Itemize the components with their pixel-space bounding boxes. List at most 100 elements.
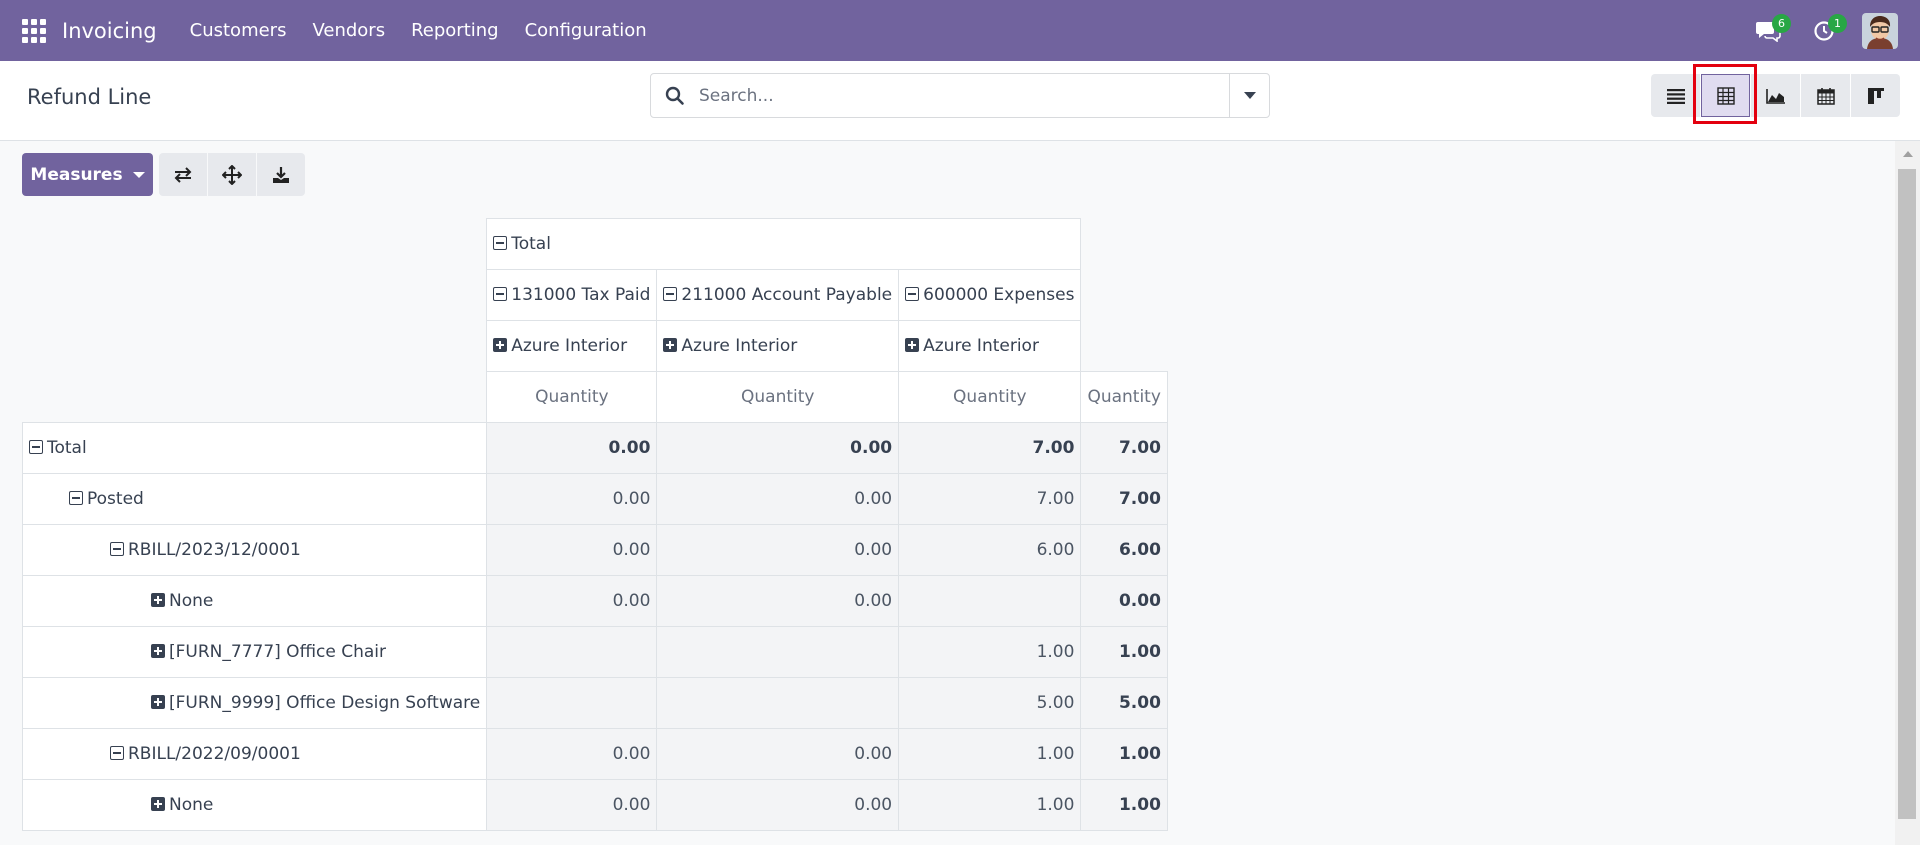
col-header-subgroup[interactable]: Azure Interior [898, 320, 1082, 372]
activities-button[interactable]: 1 [1796, 0, 1852, 61]
flip-axis-button[interactable] [159, 153, 207, 196]
pivot-cell[interactable]: 1.00 [1080, 779, 1168, 831]
menu-vendors[interactable]: Vendors [312, 20, 386, 41]
measure-header[interactable]: Quantity [656, 371, 900, 423]
user-avatar[interactable] [1862, 12, 1898, 49]
collapse-icon [110, 542, 124, 556]
row-header[interactable]: None [21, 575, 488, 627]
col-header-group[interactable]: 600000 Expenses [898, 269, 1082, 321]
pivot-cell[interactable]: 1.00 [1080, 626, 1168, 678]
menu-reporting[interactable]: Reporting [411, 20, 499, 41]
calendar-view-button[interactable] [1801, 74, 1850, 117]
pivot-cell[interactable]: 0.00 [656, 575, 900, 627]
table-row: Posted 0.00 0.00 7.00 7.00 [21, 473, 1168, 525]
pivot-cell[interactable]: 7.00 [898, 422, 1082, 474]
kanban-view-icon [1867, 87, 1884, 104]
row-header[interactable]: [FURN_9999] Office Design Software [21, 677, 488, 729]
pivot-cell[interactable] [656, 677, 900, 729]
pivot-cell[interactable]: 0.00 [486, 779, 658, 831]
top-navbar: Invoicing Customers Vendors Reporting Co… [0, 0, 1920, 61]
pivot-cell[interactable]: 7.00 [898, 473, 1082, 525]
pivot-cell[interactable]: 0.00 [656, 779, 900, 831]
pivot-cell[interactable]: 0.00 [656, 473, 900, 525]
col-header-subgroup[interactable]: Azure Interior [486, 320, 658, 372]
measures-dropdown-button[interactable]: Measures [22, 153, 153, 196]
pivot-cell[interactable]: 5.00 [898, 677, 1082, 729]
scrollbar-thumb[interactable] [1898, 169, 1916, 819]
expand-icon [663, 338, 678, 352]
expand-icon [493, 338, 508, 352]
apps-menu-button[interactable] [0, 0, 68, 61]
row-header[interactable]: Posted [21, 473, 488, 525]
menu-configuration[interactable]: Configuration [524, 20, 647, 41]
expand-icon [151, 593, 165, 607]
apps-grid-icon [22, 18, 46, 43]
expand-icon [905, 338, 920, 352]
search-options-toggle[interactable] [1229, 74, 1269, 117]
pivot-cell[interactable]: 1.00 [898, 626, 1082, 678]
pivot-cell[interactable] [486, 677, 658, 729]
search-icon [651, 86, 699, 106]
pivot-cell[interactable]: 0.00 [656, 422, 900, 474]
col-header-subgroup[interactable]: Azure Interior [656, 320, 900, 372]
pivot-cell[interactable]: 0.00 [1080, 575, 1168, 627]
vertical-scrollbar[interactable] [1895, 141, 1920, 845]
kanban-view-button[interactable] [1851, 74, 1900, 117]
pivot-cell[interactable]: 1.00 [1080, 728, 1168, 780]
pivot-cell[interactable]: 0.00 [486, 524, 658, 576]
collapse-icon [663, 287, 678, 301]
pivot-cell[interactable]: 0.00 [486, 575, 658, 627]
download-button[interactable] [257, 153, 305, 196]
pivot-cell[interactable]: 0.00 [656, 524, 900, 576]
table-row: None 0.00 0.00 0.00 [21, 575, 1168, 627]
measure-header[interactable]: Quantity [898, 371, 1082, 423]
pivot-view-button[interactable] [1701, 74, 1750, 117]
app-name[interactable]: Invoicing [62, 18, 157, 43]
pivot-cell[interactable]: 7.00 [1080, 473, 1168, 525]
row-header[interactable]: [FURN_7777] Office Chair [21, 626, 488, 678]
page-title: Refund Line [27, 85, 152, 109]
pivot-cell[interactable]: 0.00 [486, 473, 658, 525]
row-header[interactable]: RBILL/2023/12/0001 [21, 524, 488, 576]
pivot-view-icon [1716, 86, 1735, 105]
table-row: RBILL/2023/12/0001 0.00 0.00 6.00 6.00 [21, 524, 1168, 576]
table-row: [FURN_7777] Office Chair 1.00 1.00 [21, 626, 1168, 678]
measure-header[interactable]: Quantity [1080, 371, 1168, 423]
pivot-cell[interactable] [656, 626, 900, 678]
measure-header[interactable]: Quantity [486, 371, 658, 423]
collapse-icon [493, 236, 508, 250]
pivot-cell[interactable]: 1.00 [898, 779, 1082, 831]
search-input[interactable] [699, 85, 1229, 106]
expand-all-icon [222, 164, 242, 185]
list-view-button[interactable] [1651, 74, 1700, 117]
pivot-cell[interactable]: 6.00 [898, 524, 1082, 576]
search-bar [650, 73, 1270, 118]
col-header-group[interactable]: 211000 Account Payable [656, 269, 900, 321]
menu-customers[interactable]: Customers [189, 20, 287, 41]
pivot-cell[interactable]: 7.00 [1080, 422, 1168, 474]
pivot-cell[interactable]: 6.00 [1080, 524, 1168, 576]
pivot-cell[interactable]: 0.00 [486, 728, 658, 780]
graph-view-icon [1765, 88, 1785, 104]
table-row: None 0.00 0.00 1.00 1.00 [21, 779, 1168, 831]
graph-view-button[interactable] [1751, 74, 1800, 117]
col-header-group[interactable]: 131000 Tax Paid [486, 269, 658, 321]
messages-button[interactable]: 6 [1740, 0, 1796, 61]
measures-label: Measures [30, 164, 123, 185]
row-header-total[interactable]: Total [21, 422, 488, 474]
table-row: RBILL/2022/09/0001 0.00 0.00 1.00 1.00 [21, 728, 1168, 780]
col-header-total[interactable]: Total [486, 218, 1082, 270]
pivot-cell[interactable] [486, 626, 658, 678]
pivot-cell[interactable]: 1.00 [898, 728, 1082, 780]
pivot-cell[interactable]: 5.00 [1080, 677, 1168, 729]
scroll-up-icon[interactable] [1903, 151, 1913, 157]
row-header[interactable]: RBILL/2022/09/0001 [21, 728, 488, 780]
pivot-cell[interactable]: 0.00 [486, 422, 658, 474]
collapse-icon [69, 491, 83, 505]
pivot-cell[interactable] [898, 575, 1082, 627]
caret-down-icon [1243, 92, 1256, 99]
expand-all-button[interactable] [208, 153, 256, 196]
row-header[interactable]: None [21, 779, 488, 831]
collapse-icon [493, 287, 508, 301]
pivot-cell[interactable]: 0.00 [656, 728, 900, 780]
